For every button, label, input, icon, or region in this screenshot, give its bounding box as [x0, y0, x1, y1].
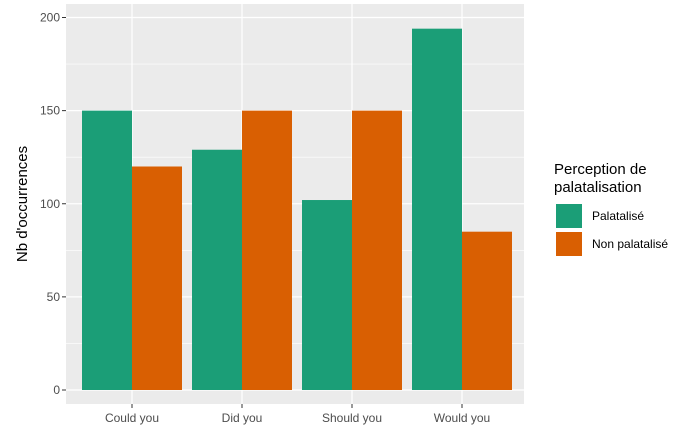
- y-tick-label: 0: [53, 383, 60, 397]
- x-tick-label: Should you: [322, 411, 382, 425]
- bar-non-palatalise-did-you: [242, 110, 292, 390]
- x-tick-label: Did you: [222, 411, 263, 425]
- bar-palatalise-should-you: [302, 200, 352, 390]
- y-axis-title: Nb d'occurrences: [14, 146, 31, 262]
- x-axis: Could you Did you Should you Would you: [105, 404, 490, 425]
- x-tick-label: Could you: [105, 411, 159, 425]
- legend-key-non-palatalise: [556, 232, 582, 256]
- bar-non-palatalise-would-you: [462, 231, 512, 390]
- bars: [82, 28, 512, 391]
- bar-palatalise-could-you: [82, 110, 132, 390]
- legend: Perception de palatalisation Palatalisé N…: [554, 161, 668, 256]
- legend-title-line-1: Perception de: [554, 161, 647, 178]
- bar-non-palatalise-could-you: [132, 166, 182, 390]
- bar-non-palatalise-should-you: [352, 110, 402, 390]
- y-tick-label: 100: [40, 197, 60, 211]
- legend-key-palatalise: [556, 204, 582, 228]
- bar-palatalise-did-you: [192, 149, 242, 390]
- y-tick-label: 200: [40, 11, 60, 25]
- x-tick-label: Would you: [434, 411, 490, 425]
- legend-title-line-2: palatalisation: [554, 179, 642, 196]
- y-axis: 0 50 100 150 200: [40, 11, 66, 397]
- y-tick-label: 150: [40, 104, 60, 118]
- legend-label-palatalise: Palatalisé: [592, 209, 644, 223]
- bar-palatalise-would-you: [412, 28, 462, 391]
- y-tick-label: 50: [47, 290, 61, 304]
- legend-label-non-palatalise: Non palatalisé: [592, 237, 668, 251]
